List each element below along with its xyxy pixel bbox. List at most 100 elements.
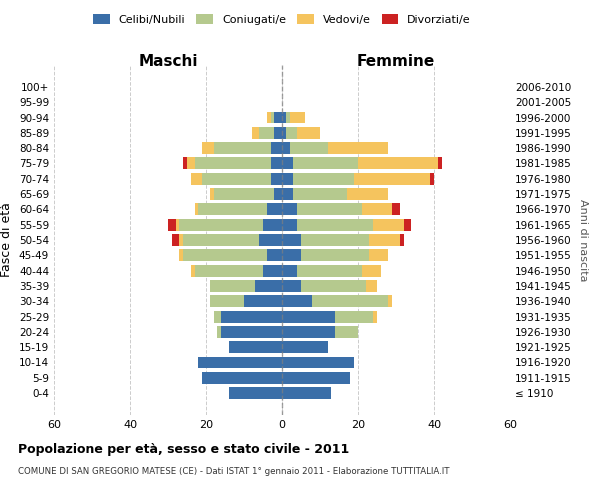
Bar xyxy=(358,158,438,170)
Bar xyxy=(301,280,365,292)
Bar xyxy=(194,204,199,216)
Bar xyxy=(297,127,320,139)
Bar xyxy=(214,310,221,322)
Bar xyxy=(282,234,301,246)
Bar xyxy=(290,142,328,154)
Bar xyxy=(297,204,362,216)
Bar xyxy=(229,341,282,353)
Bar xyxy=(362,204,392,216)
Bar xyxy=(430,173,434,184)
Bar xyxy=(373,218,404,230)
Bar xyxy=(229,387,282,399)
Bar xyxy=(282,218,297,230)
Bar xyxy=(263,218,282,230)
Bar xyxy=(290,112,305,124)
Bar xyxy=(282,310,335,322)
Bar xyxy=(282,173,293,184)
Bar xyxy=(282,387,331,399)
Bar xyxy=(313,296,388,307)
Bar xyxy=(282,127,286,139)
Bar xyxy=(282,341,328,353)
Bar xyxy=(183,234,259,246)
Bar xyxy=(202,173,271,184)
Bar xyxy=(335,326,358,338)
Bar xyxy=(297,218,373,230)
Bar xyxy=(335,310,373,322)
Bar xyxy=(282,372,350,384)
Bar xyxy=(282,204,297,216)
Bar xyxy=(168,218,176,230)
Bar xyxy=(194,158,271,170)
Bar xyxy=(179,218,263,230)
Bar xyxy=(370,250,388,262)
Bar xyxy=(286,127,297,139)
Bar xyxy=(187,158,194,170)
Bar xyxy=(259,234,282,246)
Bar xyxy=(271,173,282,184)
Bar xyxy=(271,112,274,124)
Bar xyxy=(221,326,282,338)
Bar xyxy=(274,127,282,139)
Bar xyxy=(210,296,244,307)
Bar xyxy=(293,158,358,170)
Bar xyxy=(179,234,183,246)
Bar xyxy=(199,204,267,216)
Bar xyxy=(267,112,271,124)
Bar xyxy=(301,234,370,246)
Bar xyxy=(274,112,282,124)
Bar xyxy=(282,158,293,170)
Bar xyxy=(388,296,392,307)
Bar xyxy=(256,280,282,292)
Y-axis label: Fasce di età: Fasce di età xyxy=(1,202,13,278)
Bar xyxy=(301,250,370,262)
Bar xyxy=(214,188,274,200)
Bar xyxy=(244,296,282,307)
Bar xyxy=(282,296,313,307)
Bar xyxy=(438,158,442,170)
Bar xyxy=(328,142,388,154)
Bar xyxy=(400,234,404,246)
Bar xyxy=(282,280,301,292)
Bar xyxy=(392,204,400,216)
Bar xyxy=(347,188,388,200)
Bar xyxy=(282,356,354,368)
Bar xyxy=(293,173,354,184)
Bar xyxy=(404,218,411,230)
Bar xyxy=(282,112,286,124)
Bar xyxy=(267,250,282,262)
Bar xyxy=(271,142,282,154)
Bar xyxy=(199,356,282,368)
Bar xyxy=(282,188,293,200)
Y-axis label: Anni di nascita: Anni di nascita xyxy=(578,198,588,281)
Bar xyxy=(282,250,301,262)
Bar xyxy=(176,218,179,230)
Bar xyxy=(282,326,335,338)
Bar xyxy=(259,127,274,139)
Bar xyxy=(191,264,194,276)
Bar xyxy=(274,188,282,200)
Bar xyxy=(354,173,430,184)
Text: COMUNE DI SAN GREGORIO MATESE (CE) - Dati ISTAT 1° gennaio 2011 - Elaborazione T: COMUNE DI SAN GREGORIO MATESE (CE) - Dat… xyxy=(18,468,449,476)
Bar xyxy=(373,310,377,322)
Text: Femmine: Femmine xyxy=(357,54,435,68)
Bar xyxy=(183,250,267,262)
Bar xyxy=(251,127,259,139)
Bar xyxy=(221,310,282,322)
Bar xyxy=(202,372,282,384)
Bar xyxy=(282,264,297,276)
Bar xyxy=(362,264,381,276)
Bar xyxy=(179,250,183,262)
Bar xyxy=(263,264,282,276)
Bar xyxy=(297,264,362,276)
Bar xyxy=(370,234,400,246)
Bar xyxy=(183,158,187,170)
Legend: Celibi/Nubili, Coniugati/e, Vedovi/e, Divorziati/e: Celibi/Nubili, Coniugati/e, Vedovi/e, Di… xyxy=(90,10,474,28)
Bar xyxy=(172,234,179,246)
Bar xyxy=(210,188,214,200)
Text: Popolazione per età, sesso e stato civile - 2011: Popolazione per età, sesso e stato civil… xyxy=(18,442,349,456)
Bar xyxy=(214,142,271,154)
Bar xyxy=(293,188,347,200)
Bar xyxy=(217,326,221,338)
Bar xyxy=(365,280,377,292)
Bar xyxy=(282,142,290,154)
